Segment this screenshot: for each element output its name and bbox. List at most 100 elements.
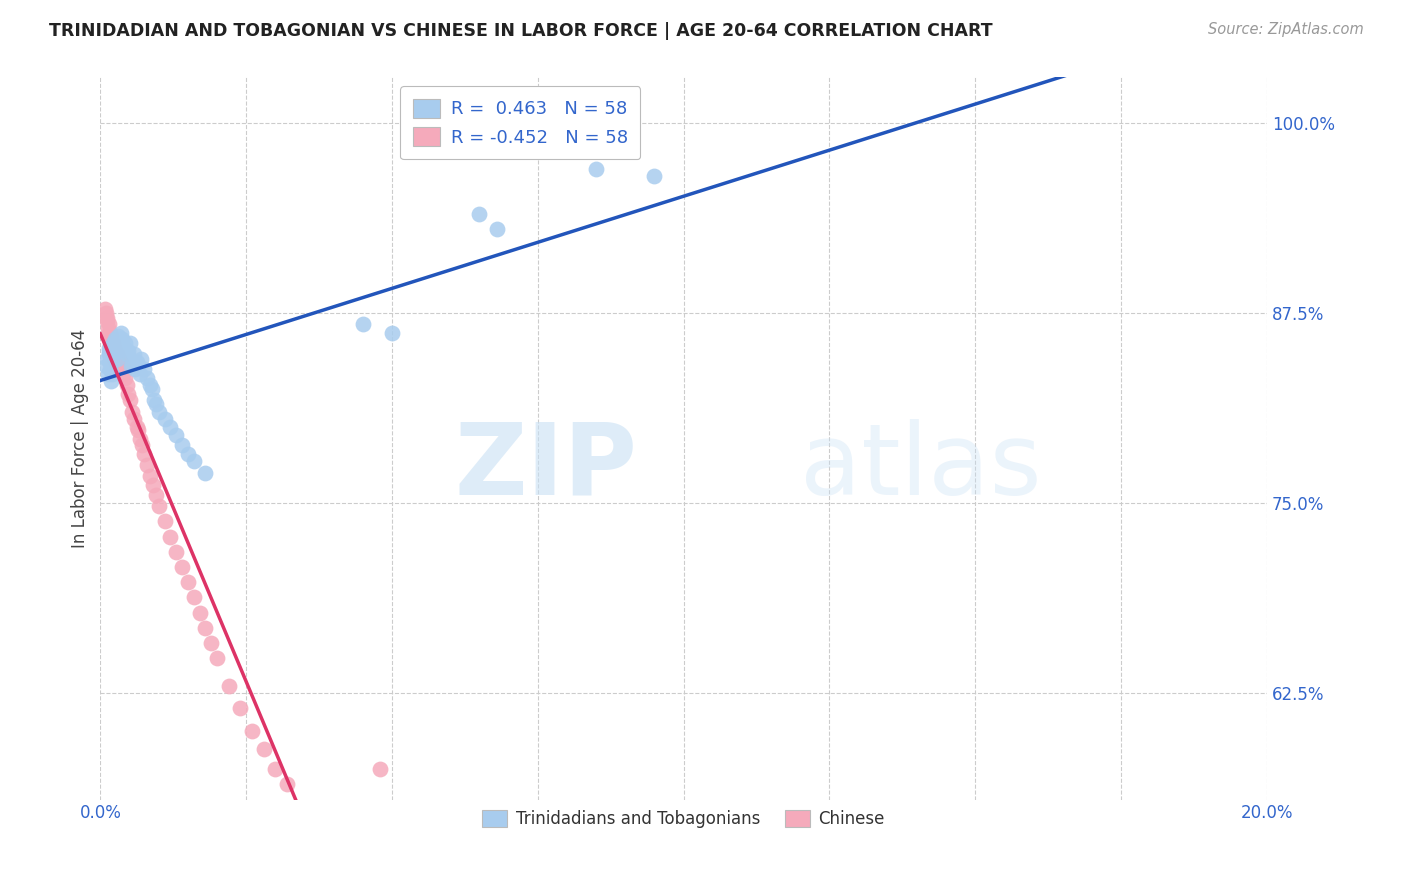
Text: Source: ZipAtlas.com: Source: ZipAtlas.com: [1208, 22, 1364, 37]
Point: [194, 466, 217, 480]
Point: [264, 762, 287, 776]
Point: [159, 420, 181, 434]
Point: [177, 575, 200, 590]
Point: [124, 362, 146, 376]
Point: [105, 351, 128, 366]
Point: [129, 367, 152, 381]
Point: [121, 356, 143, 370]
Point: [132, 362, 155, 376]
Point: [101, 367, 124, 381]
Point: [131, 438, 153, 452]
Point: [98, 347, 121, 361]
Point: [240, 724, 263, 739]
Point: [148, 499, 170, 513]
Point: [129, 351, 152, 366]
Point: [97, 344, 120, 359]
Point: [148, 405, 170, 419]
Point: [117, 386, 139, 401]
Point: [142, 478, 165, 492]
Point: [100, 356, 122, 370]
Point: [107, 329, 129, 343]
Point: [98, 362, 121, 376]
Point: [188, 606, 211, 620]
Point: [485, 222, 508, 236]
Point: [115, 377, 138, 392]
Point: [104, 344, 127, 359]
Point: [585, 161, 607, 176]
Point: [96, 306, 118, 320]
Point: [117, 344, 139, 359]
Point: [112, 341, 135, 355]
Point: [127, 359, 149, 374]
Point: [153, 514, 176, 528]
Point: [100, 336, 122, 351]
Point: [111, 332, 134, 346]
Point: [136, 458, 159, 472]
Point: [105, 347, 128, 361]
Point: [103, 341, 125, 355]
Point: [101, 336, 124, 351]
Point: [104, 356, 127, 370]
Point: [276, 777, 298, 791]
Point: [118, 336, 141, 351]
Point: [127, 423, 149, 437]
Point: [103, 336, 125, 351]
Point: [104, 336, 127, 351]
Point: [368, 762, 391, 776]
Point: [170, 560, 193, 574]
Point: [98, 355, 121, 369]
Point: [114, 371, 136, 385]
Point: [97, 367, 120, 381]
Point: [120, 359, 142, 374]
Point: [253, 742, 276, 756]
Point: [118, 392, 141, 407]
Point: [96, 351, 118, 366]
Point: [108, 351, 131, 366]
Text: atlas: atlas: [800, 419, 1042, 516]
Point: [94, 301, 117, 316]
Point: [205, 651, 228, 665]
Point: [170, 438, 193, 452]
Point: [101, 344, 124, 359]
Point: [165, 427, 187, 442]
Point: [103, 341, 125, 355]
Point: [101, 341, 124, 355]
Point: [381, 326, 404, 340]
Point: [111, 367, 134, 381]
Point: [139, 377, 162, 392]
Legend: Trinidadians and Tobagonians, Chinese: Trinidadians and Tobagonians, Chinese: [475, 803, 891, 835]
Point: [97, 321, 120, 335]
Point: [183, 453, 205, 467]
Point: [145, 397, 167, 411]
Text: ZIP: ZIP: [454, 419, 637, 516]
Point: [200, 636, 222, 650]
Point: [122, 347, 145, 361]
Point: [177, 447, 200, 461]
Point: [141, 382, 163, 396]
Point: [100, 375, 122, 389]
Point: [108, 362, 131, 376]
Point: [97, 326, 120, 340]
Point: [98, 326, 121, 340]
Point: [115, 347, 138, 361]
Text: TRINIDADIAN AND TOBAGONIAN VS CHINESE IN LABOR FORCE | AGE 20-64 CORRELATION CHA: TRINIDADIAN AND TOBAGONIAN VS CHINESE IN…: [49, 22, 993, 40]
Point: [143, 392, 166, 407]
Point: [139, 468, 162, 483]
Point: [159, 529, 181, 543]
Point: [125, 420, 148, 434]
Point: [101, 351, 124, 366]
Point: [136, 371, 159, 385]
Point: [100, 329, 122, 343]
Point: [122, 412, 145, 426]
Point: [132, 447, 155, 461]
Point: [104, 332, 127, 346]
Point: [103, 347, 125, 361]
Point: [98, 317, 121, 331]
Point: [96, 310, 118, 325]
Point: [145, 488, 167, 502]
Point: [468, 207, 491, 221]
Point: [98, 332, 121, 346]
Point: [96, 313, 118, 327]
Point: [194, 621, 217, 635]
Point: [114, 336, 136, 351]
